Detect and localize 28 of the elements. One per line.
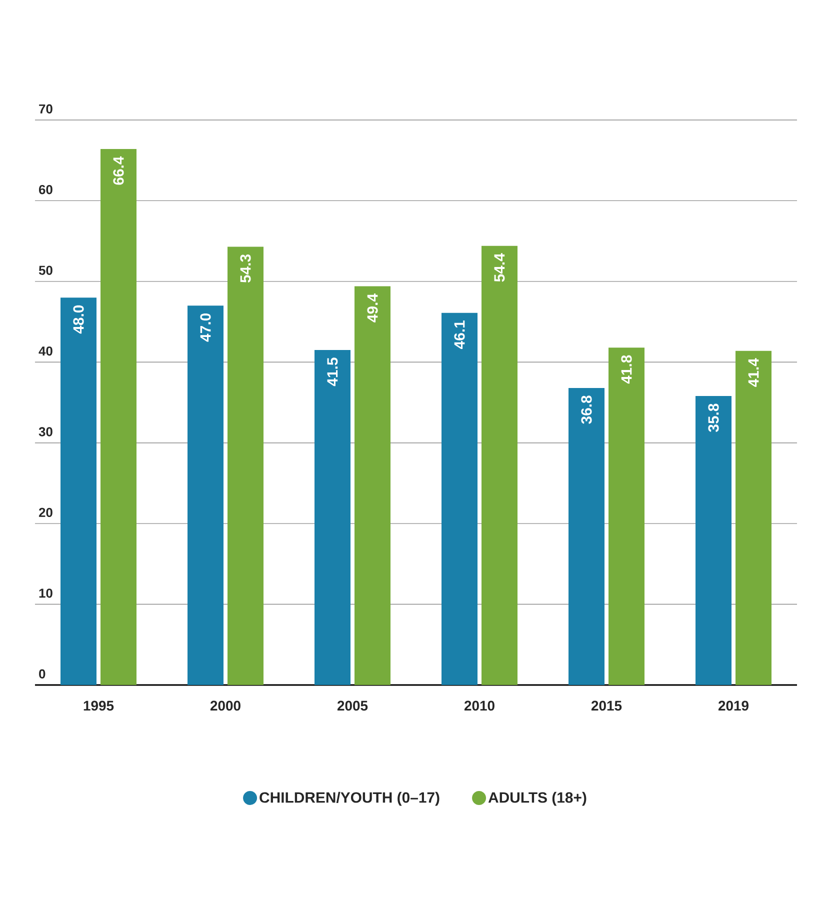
data-label: 54.3 xyxy=(240,254,251,283)
data-label: 41.8 xyxy=(621,355,632,384)
x-tick-label: 2015 xyxy=(591,700,622,711)
data-label: 54.4 xyxy=(494,253,505,282)
y-tick-label: 10 xyxy=(39,588,52,598)
x-tick-label: 1995 xyxy=(84,700,114,711)
y-tick-label: 20 xyxy=(38,508,52,518)
x-tick-label: 2010 xyxy=(464,700,494,711)
data-label: 49.4 xyxy=(367,294,378,322)
x-tick-label: 2019 xyxy=(718,700,749,711)
y-tick-label: 30 xyxy=(38,427,52,436)
y-tick-label: 40 xyxy=(38,346,52,356)
y-tick-label: 0 xyxy=(39,669,46,678)
data-label: 35.8 xyxy=(708,404,719,432)
data-label: 48.0 xyxy=(73,305,84,334)
data-label: 41.5 xyxy=(327,358,338,386)
y-tick-label: 70 xyxy=(39,104,52,114)
y-tick-label: 60 xyxy=(38,185,52,194)
data-label: 41.4 xyxy=(748,358,759,387)
legend-label: CHILDREN/YOUTH (0–17) xyxy=(260,792,440,806)
y-tick-label: 50 xyxy=(38,266,52,275)
legend-label: ADULTS (18+) xyxy=(488,792,586,806)
data-label: 36.8 xyxy=(581,396,592,424)
data-label: 66.4 xyxy=(113,156,124,185)
data-label: 46.1 xyxy=(454,320,465,349)
data-label: 47.0 xyxy=(200,313,211,342)
x-tick-label: 2005 xyxy=(337,700,368,711)
x-tick-label: 2000 xyxy=(210,700,240,711)
